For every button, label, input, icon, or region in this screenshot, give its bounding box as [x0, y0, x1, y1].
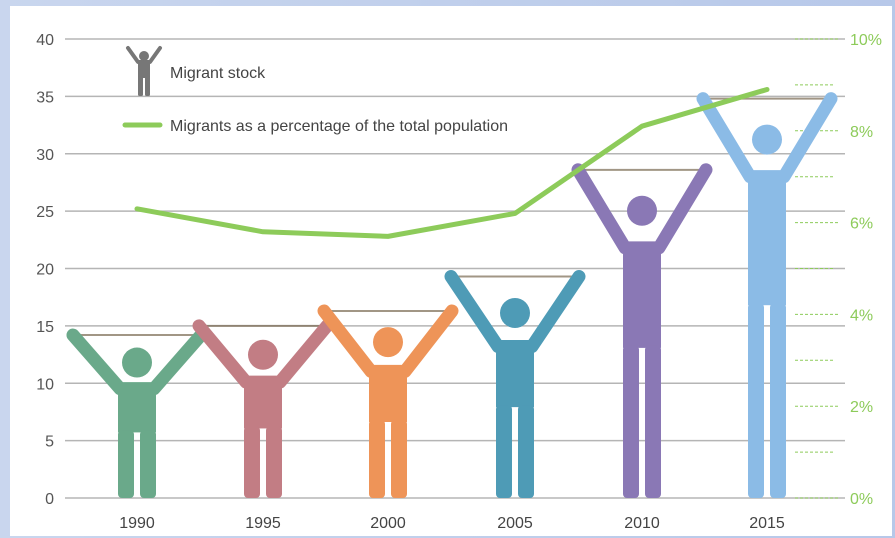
migrant-chart: 0 5 10 15 20 25 30 35 40 0% 2% 4% 6% 8% 10% 1990 1995 2… [36, 32, 882, 532]
bar-figures [66, 92, 838, 498]
left-axis-ticks: 0 5 10 15 20 25 30 35 40 [36, 32, 54, 508]
x-tick-label: 2015 [749, 515, 785, 532]
y-left-tick-label: 10 [36, 376, 54, 393]
legend-label-percentage: Migrants as a percentage of the total po… [170, 118, 508, 135]
y-right-tick-label: 10% [850, 32, 882, 49]
legend-label-migrant-stock: Migrant stock [170, 65, 266, 82]
chart-panel: 0 5 10 15 20 25 30 35 40 0% 2% 4% 6% 8% 10% 1990 1995 2… [10, 6, 892, 536]
bar-figure-2005 [444, 270, 586, 498]
bar-figure-2000 [317, 304, 459, 498]
x-axis-ticks: 1990 1995 2000 2005 2010 2015 [119, 515, 785, 532]
y-left-tick-label: 40 [36, 32, 54, 49]
bar-figure-1990 [66, 328, 208, 498]
y-left-tick-label: 5 [45, 434, 54, 451]
y-right-tick-label: 8% [850, 124, 873, 141]
x-tick-label: 2005 [497, 515, 533, 532]
x-tick-label: 1990 [119, 515, 155, 532]
y-left-tick-label: 20 [36, 262, 54, 279]
bar-figure-1995 [192, 319, 334, 498]
y-right-tick-label: 2% [850, 399, 873, 416]
y-right-tick-label: 0% [850, 491, 873, 508]
y-left-tick-label: 30 [36, 147, 54, 164]
y-left-tick-label: 35 [36, 89, 54, 106]
bar-figure-2010 [571, 163, 713, 498]
percentage-line-path [134, 86, 770, 239]
legend: Migrant stock Migrants as a percentage o… [122, 46, 508, 135]
y-left-tick-label: 0 [45, 491, 54, 508]
y-left-tick-label: 25 [36, 204, 54, 221]
x-tick-label: 1995 [245, 515, 281, 532]
y-right-tick-label: 6% [850, 216, 873, 233]
y-left-tick-label: 15 [36, 319, 54, 336]
right-axis-ticks: 0% 2% 4% 6% 8% 10% [795, 32, 882, 508]
bar-figure-2015 [696, 92, 838, 498]
migrant-stock-legend-icon [126, 46, 162, 96]
grid-lines [65, 38, 845, 499]
y-right-tick-label: 4% [850, 307, 873, 324]
percentage-line [134, 86, 770, 239]
x-tick-label: 2000 [370, 515, 406, 532]
x-tick-label: 2010 [624, 515, 660, 532]
